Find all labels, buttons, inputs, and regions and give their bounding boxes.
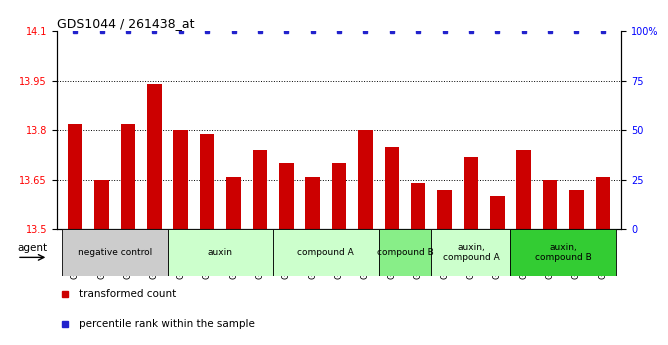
Bar	[174, 130, 188, 229]
Bar	[121, 124, 135, 229]
Bar	[411, 183, 426, 229]
Bar	[168, 229, 273, 276]
Bar	[62, 229, 168, 276]
Bar	[490, 196, 504, 229]
Bar	[305, 177, 320, 229]
Bar	[94, 180, 109, 229]
Bar	[68, 124, 82, 229]
Text: compound A: compound A	[297, 248, 354, 257]
Bar	[147, 84, 162, 229]
Bar	[385, 147, 399, 229]
Bar	[253, 150, 267, 229]
Text: auxin: auxin	[208, 248, 233, 257]
Text: auxin,
compound A: auxin, compound A	[442, 243, 499, 263]
Bar	[516, 150, 531, 229]
Bar	[569, 190, 584, 229]
Bar	[279, 163, 293, 229]
Text: percentile rank within the sample: percentile rank within the sample	[79, 319, 255, 329]
Text: auxin,
compound B: auxin, compound B	[535, 243, 592, 263]
Bar	[358, 130, 373, 229]
Bar	[464, 157, 478, 229]
Text: agent: agent	[17, 243, 47, 253]
Bar	[379, 229, 432, 276]
Bar	[432, 229, 510, 276]
Bar	[226, 177, 240, 229]
Bar	[273, 229, 379, 276]
Bar	[543, 180, 557, 229]
Text: negative control: negative control	[77, 248, 152, 257]
Bar	[510, 229, 616, 276]
Text: compound B: compound B	[377, 248, 434, 257]
Text: transformed count: transformed count	[79, 289, 176, 299]
Bar	[438, 190, 452, 229]
Bar	[200, 134, 214, 229]
Text: GDS1044 / 261438_at: GDS1044 / 261438_at	[57, 17, 194, 30]
Bar	[596, 177, 610, 229]
Bar	[332, 163, 346, 229]
